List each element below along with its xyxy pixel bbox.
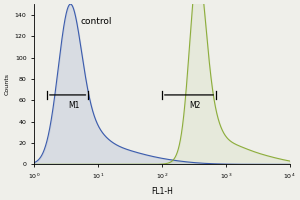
Y-axis label: Counts: Counts <box>4 73 9 95</box>
Text: M1: M1 <box>68 101 80 110</box>
Text: control: control <box>80 17 112 26</box>
X-axis label: FL1-H: FL1-H <box>151 187 173 196</box>
Text: M2: M2 <box>190 101 201 110</box>
